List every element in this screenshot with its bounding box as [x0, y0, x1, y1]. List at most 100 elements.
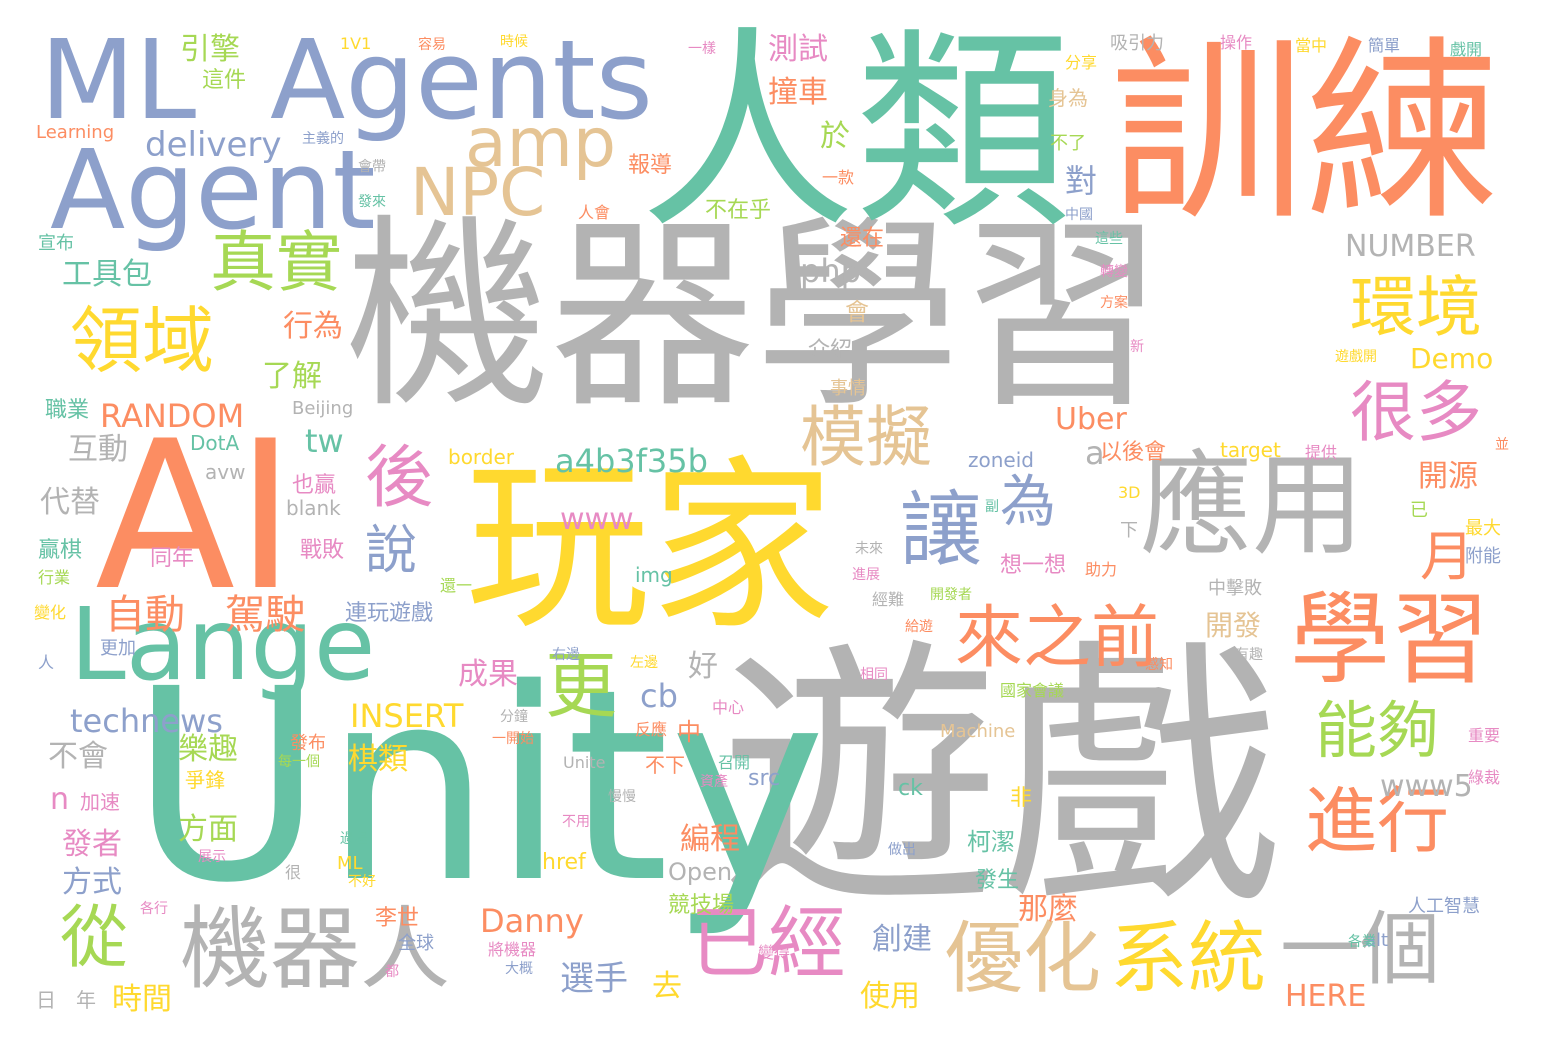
- word-cloud-word: 提供: [1305, 443, 1338, 462]
- word-cloud-word: 吸引力: [1110, 33, 1164, 54]
- word-cloud-word: Beijing: [292, 398, 354, 419]
- word-cloud-word: 將機器: [488, 940, 537, 959]
- word-cloud-word: 職業: [45, 398, 90, 423]
- word-cloud-word: 引擎: [180, 32, 240, 67]
- word-cloud-word: Uber: [1055, 402, 1127, 437]
- word-cloud-word: 中擊敗: [1208, 578, 1262, 599]
- word-cloud-word: 宣布: [38, 233, 74, 254]
- word-cloud-word: 方面: [178, 812, 238, 847]
- word-cloud-word: 資產: [700, 774, 728, 790]
- word-cloud-word: 展示: [198, 849, 226, 865]
- word-cloud-word: 好: [688, 649, 718, 684]
- word-cloud-word: 互動: [68, 432, 128, 467]
- word-cloud-word: 不用: [562, 814, 590, 830]
- word-cloud-word: 學習: [1290, 581, 1490, 698]
- word-cloud-word: 分鐘: [500, 709, 528, 725]
- word-cloud-word: Agents: [270, 16, 653, 144]
- word-cloud-word: 並: [1495, 437, 1509, 453]
- word-cloud-word: 競技場: [668, 893, 735, 918]
- word-cloud-word: 人會: [578, 203, 611, 222]
- word-cloud-word: alt: [1365, 930, 1389, 951]
- word-cloud-word: 不下: [645, 753, 685, 777]
- word-cloud-word: n: [50, 782, 70, 817]
- word-cloud-word: INSERT: [350, 697, 464, 735]
- word-cloud-word: Machine: [940, 721, 1016, 742]
- word-cloud-word: 日: [36, 988, 56, 1012]
- word-cloud-word: 1V1: [340, 34, 372, 53]
- word-cloud-word: 給遊: [905, 619, 933, 635]
- word-cloud-word: 時間: [112, 982, 172, 1017]
- word-cloud-word: 報導: [628, 153, 673, 178]
- word-cloud-word: 真實: [210, 224, 342, 301]
- word-cloud-word: 國家會議: [1000, 681, 1065, 700]
- word-cloud-word: 附能: [1465, 546, 1501, 567]
- word-cloud-word: 編程: [680, 822, 740, 857]
- word-cloud-word: Danny: [480, 902, 584, 940]
- word-cloud-word: 中心: [712, 698, 745, 717]
- word-cloud-word: 同年: [150, 546, 195, 571]
- word-cloud-word: border: [448, 445, 515, 469]
- word-cloud-word: 新: [1130, 339, 1144, 355]
- word-cloud-word: 方式: [62, 865, 122, 900]
- word-cloud-word: img: [635, 563, 673, 587]
- word-cloud-word: 行業: [38, 568, 71, 587]
- word-cloud-word: amp: [465, 104, 617, 183]
- word-cloud-word: 讓: [900, 483, 983, 578]
- word-cloud-word: 爭鋒: [185, 768, 225, 792]
- word-cloud-word: 全球: [398, 933, 434, 954]
- word-cloud-word: 不好: [348, 874, 376, 890]
- word-cloud-word: 領域: [70, 299, 215, 383]
- word-cloud-word: 月: [1420, 525, 1474, 588]
- word-cloud-word: a: [1085, 434, 1105, 472]
- word-cloud-word: 環境: [1350, 269, 1482, 346]
- word-cloud-word: 開發: [1205, 609, 1262, 642]
- word-cloud-word: Learning: [36, 122, 115, 143]
- word-cloud-word: 戰敗: [300, 538, 345, 563]
- word-cloud-word: 應用: [1140, 441, 1364, 571]
- word-cloud-word: 也贏: [292, 473, 337, 498]
- word-cloud-word: 撞車: [768, 75, 828, 110]
- word-cloud-word: blank: [286, 496, 341, 520]
- word-cloud-word: 非: [1010, 786, 1033, 811]
- word-cloud-word: 行為: [283, 309, 343, 344]
- word-cloud-word: 召開: [718, 753, 751, 772]
- word-cloud-word: 右邊: [552, 647, 580, 663]
- word-cloud-word: 想一想: [1000, 553, 1067, 578]
- word-cloud-word: 一開始: [492, 731, 534, 747]
- word-cloud-word: 更: [545, 644, 618, 728]
- word-cloud-word: target: [1220, 438, 1281, 462]
- word-cloud-word: 那麼: [1018, 892, 1078, 927]
- word-cloud-word: 人類: [640, 7, 1070, 258]
- word-cloud-word: 很: [285, 863, 302, 882]
- word-cloud-word: 發來: [358, 194, 386, 210]
- word-cloud-word: 機器人: [180, 897, 450, 1002]
- word-cloud-word: 遊戲: [720, 617, 1280, 943]
- word-cloud-word: 自動: [105, 592, 185, 638]
- word-cloud-word: 不在乎: [705, 198, 772, 223]
- word-cloud-word: 李世: [375, 906, 420, 931]
- word-cloud-word: 反應: [635, 720, 668, 739]
- word-cloud-word: 更加: [100, 638, 136, 659]
- word-cloud-word: www5: [1380, 769, 1473, 804]
- word-cloud-word: 感知: [1145, 657, 1173, 673]
- word-cloud-word: 加速: [80, 790, 120, 814]
- word-cloud-word: delivery: [145, 125, 282, 165]
- word-cloud-word: www: [560, 502, 634, 537]
- word-cloud-word: avw: [205, 460, 246, 484]
- word-cloud-word: Unite: [563, 753, 606, 772]
- word-cloud-word: 能夠: [1315, 694, 1440, 767]
- word-cloud-word: 為: [1000, 470, 1056, 535]
- word-cloud-word: 中國: [1065, 207, 1093, 223]
- word-cloud-word: php: [800, 252, 861, 290]
- word-cloud-word: 模擬: [800, 399, 932, 476]
- word-cloud-word: 經難: [872, 590, 905, 609]
- word-cloud-word: 代替: [40, 485, 100, 520]
- word-cloud-word: ML: [40, 16, 197, 144]
- word-cloud-word: 容易: [418, 37, 446, 53]
- word-cloud-word: 發者: [62, 827, 122, 862]
- word-cloud-word: 很多: [1350, 374, 1482, 451]
- word-cloud-word: 一樣: [688, 41, 716, 57]
- word-cloud-word: 轉變: [1100, 264, 1128, 280]
- word-cloud-word: 人: [38, 653, 55, 672]
